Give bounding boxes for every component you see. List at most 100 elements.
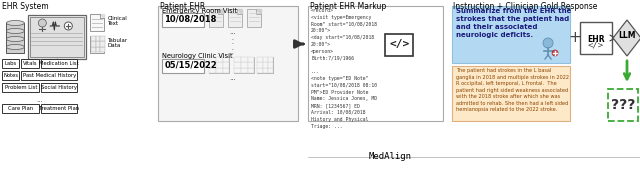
- FancyBboxPatch shape: [209, 57, 229, 73]
- FancyBboxPatch shape: [262, 62, 268, 68]
- FancyBboxPatch shape: [248, 57, 254, 62]
- FancyBboxPatch shape: [100, 47, 105, 52]
- FancyBboxPatch shape: [3, 71, 19, 80]
- Text: ???: ???: [611, 98, 635, 112]
- FancyBboxPatch shape: [158, 6, 298, 121]
- FancyBboxPatch shape: [228, 9, 242, 27]
- Text: </>: </>: [588, 41, 604, 50]
- FancyBboxPatch shape: [216, 62, 223, 68]
- Text: Summarize from the EHR the
strokes that the patient had
and their associated
neu: Summarize from the EHR the strokes that …: [456, 8, 572, 38]
- FancyBboxPatch shape: [209, 62, 216, 68]
- FancyBboxPatch shape: [241, 57, 248, 62]
- FancyBboxPatch shape: [257, 57, 262, 62]
- Polygon shape: [237, 9, 242, 14]
- Text: The patient had strokes in the L basal
ganglia in 2018 and multiple strokes in 2: The patient had strokes in the L basal g…: [456, 68, 569, 112]
- FancyBboxPatch shape: [248, 68, 254, 73]
- Text: Problem List: Problem List: [4, 85, 37, 90]
- Text: <record>
<visit type=Emergency
Room" start="10/08/2018
20:00">
<day start="10/08: <record> <visit type=Emergency Room" sta…: [311, 8, 378, 129]
- FancyBboxPatch shape: [216, 68, 223, 73]
- FancyBboxPatch shape: [241, 68, 248, 73]
- FancyBboxPatch shape: [248, 62, 254, 68]
- Text: Instruction + Clinician Gold Response: Instruction + Clinician Gold Response: [453, 2, 598, 11]
- FancyBboxPatch shape: [247, 9, 261, 27]
- FancyBboxPatch shape: [96, 47, 100, 52]
- FancyBboxPatch shape: [262, 57, 268, 62]
- Text: 05/15/2022: 05/15/2022: [164, 60, 217, 69]
- Text: Medication List: Medication List: [40, 61, 79, 66]
- Text: ...: ...: [229, 75, 236, 81]
- FancyBboxPatch shape: [452, 66, 570, 121]
- FancyBboxPatch shape: [100, 36, 105, 41]
- Text: ...: ...: [229, 29, 236, 35]
- FancyBboxPatch shape: [42, 83, 77, 92]
- Text: Vitals: Vitals: [23, 61, 38, 66]
- FancyBboxPatch shape: [268, 68, 273, 73]
- FancyBboxPatch shape: [6, 23, 24, 53]
- FancyBboxPatch shape: [580, 22, 612, 54]
- FancyBboxPatch shape: [92, 36, 96, 41]
- FancyBboxPatch shape: [209, 9, 223, 27]
- FancyBboxPatch shape: [96, 36, 100, 41]
- FancyBboxPatch shape: [21, 59, 39, 68]
- FancyBboxPatch shape: [163, 13, 204, 27]
- Ellipse shape: [6, 21, 24, 25]
- Text: Care Plan: Care Plan: [8, 106, 33, 111]
- Text: Text: Text: [108, 21, 118, 26]
- Circle shape: [38, 19, 46, 27]
- Polygon shape: [100, 14, 104, 18]
- FancyBboxPatch shape: [234, 57, 254, 73]
- FancyBboxPatch shape: [100, 41, 105, 47]
- Text: EHR: EHR: [588, 35, 605, 44]
- Polygon shape: [613, 20, 640, 56]
- FancyBboxPatch shape: [21, 71, 77, 80]
- Text: Treatment Plan: Treatment Plan: [39, 106, 79, 111]
- Ellipse shape: [6, 29, 24, 34]
- FancyBboxPatch shape: [92, 41, 96, 47]
- FancyBboxPatch shape: [268, 57, 273, 62]
- Text: ...: ...: [36, 97, 43, 103]
- FancyBboxPatch shape: [241, 62, 248, 68]
- Text: MedAlign: MedAlign: [369, 152, 412, 161]
- FancyBboxPatch shape: [257, 57, 273, 73]
- FancyBboxPatch shape: [608, 89, 638, 121]
- Polygon shape: [218, 9, 223, 14]
- Text: :: :: [230, 46, 234, 56]
- Text: Past Medical History: Past Medical History: [22, 73, 76, 78]
- FancyBboxPatch shape: [209, 68, 216, 73]
- FancyBboxPatch shape: [90, 36, 104, 53]
- Text: Labs: Labs: [4, 61, 17, 66]
- FancyBboxPatch shape: [216, 57, 223, 62]
- Text: Emergency Room Visit: Emergency Room Visit: [163, 8, 237, 14]
- FancyBboxPatch shape: [3, 83, 39, 92]
- Text: Patient EHR Markup: Patient EHR Markup: [310, 2, 387, 11]
- Text: EHR System: EHR System: [3, 2, 49, 11]
- FancyBboxPatch shape: [385, 34, 413, 56]
- FancyBboxPatch shape: [96, 41, 100, 47]
- Text: Neurology Clinic Visit: Neurology Clinic Visit: [163, 53, 233, 59]
- FancyBboxPatch shape: [268, 62, 273, 68]
- Text: Clinical: Clinical: [108, 16, 127, 21]
- Ellipse shape: [6, 44, 24, 49]
- FancyBboxPatch shape: [257, 68, 262, 73]
- FancyBboxPatch shape: [223, 57, 229, 62]
- Text: Data: Data: [108, 43, 121, 48]
- Circle shape: [543, 38, 553, 48]
- FancyBboxPatch shape: [90, 14, 104, 31]
- FancyBboxPatch shape: [3, 104, 39, 113]
- Text: Notes: Notes: [3, 73, 19, 78]
- Text: </>: </>: [389, 39, 409, 49]
- Text: 10/08/2018: 10/08/2018: [164, 14, 217, 23]
- FancyBboxPatch shape: [262, 68, 268, 73]
- FancyBboxPatch shape: [30, 17, 84, 57]
- FancyBboxPatch shape: [234, 68, 241, 73]
- Ellipse shape: [6, 36, 24, 42]
- Circle shape: [552, 50, 558, 56]
- FancyBboxPatch shape: [234, 57, 241, 62]
- Text: Patient EHR: Patient EHR: [160, 2, 205, 11]
- FancyBboxPatch shape: [42, 59, 77, 68]
- FancyBboxPatch shape: [308, 6, 443, 121]
- Text: Tabular: Tabular: [108, 38, 127, 43]
- FancyBboxPatch shape: [28, 15, 86, 59]
- FancyBboxPatch shape: [3, 59, 19, 68]
- Text: +: +: [569, 30, 581, 45]
